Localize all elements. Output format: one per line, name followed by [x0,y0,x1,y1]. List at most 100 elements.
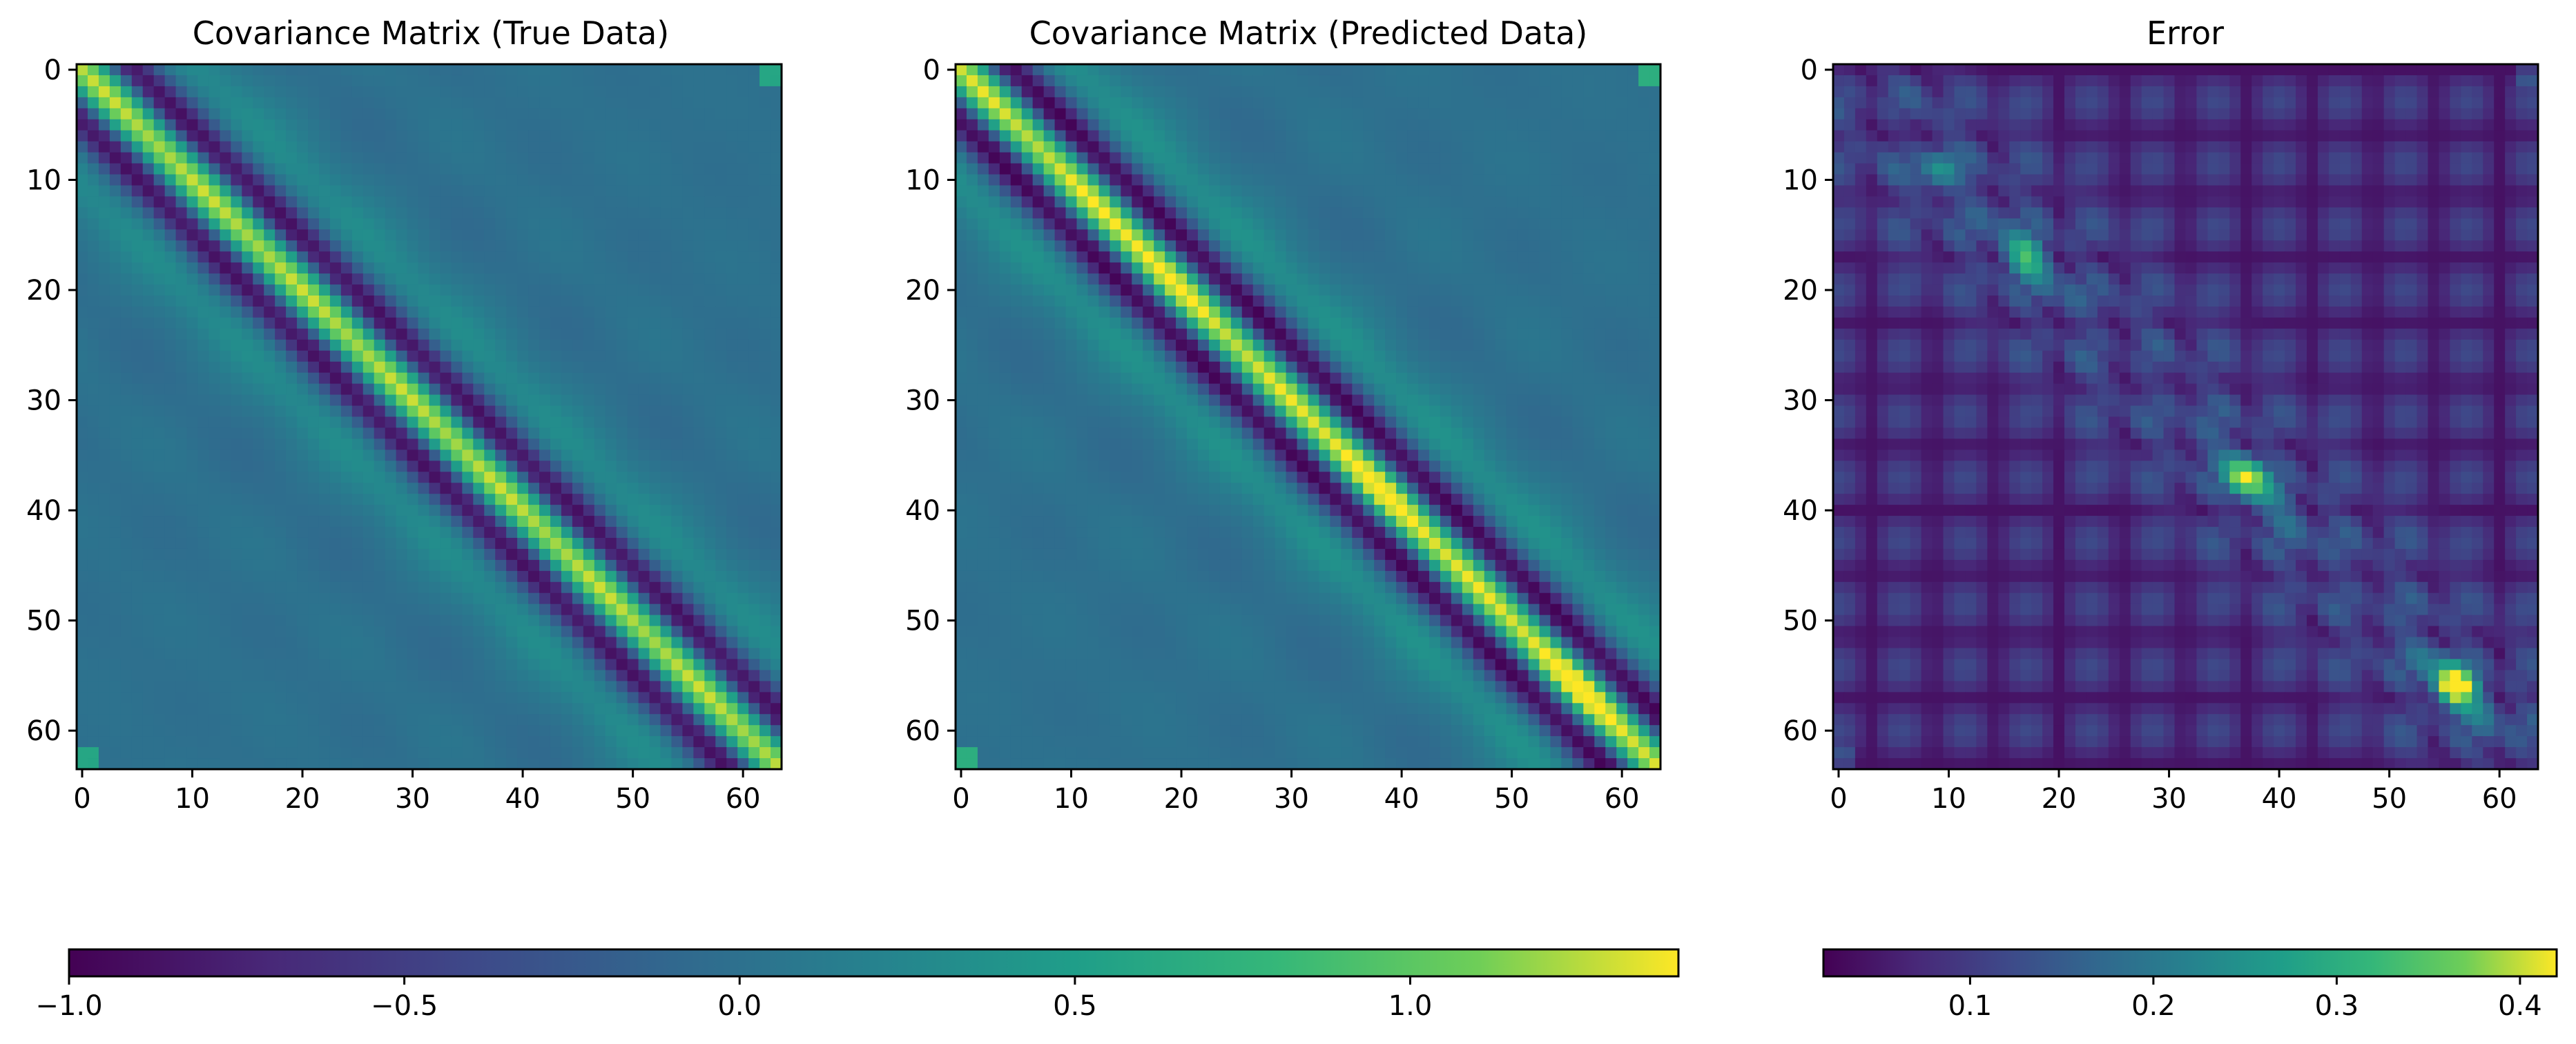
heatmap-cell [572,361,584,374]
heatmap-cell [374,306,386,318]
heatmap-cell [1638,152,1650,164]
heatmap-cell [98,703,110,715]
x-tick-label: 20 [285,783,320,815]
heatmap-cell [484,405,496,418]
heatmap-cell [374,494,386,505]
heatmap-cell [242,692,253,704]
heatmap-cell [1143,97,1154,109]
heatmap-cell [771,570,782,583]
heatmap-cell [440,163,452,175]
heatmap-cell [340,97,353,109]
heatmap-cell [627,306,639,318]
heatmap-cell [495,361,507,374]
heatmap-cell [396,350,408,362]
heatmap-cell [583,372,595,385]
heatmap-cell [318,108,331,120]
heatmap-cell [1252,152,1265,164]
heatmap-cell [473,450,485,461]
heatmap-cell [87,141,99,153]
heatmap-cell [506,97,518,109]
heatmap-cell [1143,64,1154,76]
heatmap-cell [1219,119,1232,131]
heatmap-cell [77,681,88,693]
heatmap-cell [297,317,309,329]
heatmap-cell [506,581,518,594]
heatmap-cell [616,229,628,241]
heatmap-cell [351,119,364,131]
heatmap-cell [231,296,242,307]
heatmap-cell [153,659,166,671]
heatmap-cell [605,714,617,726]
heatmap-cell [429,648,441,660]
heatmap-cell [275,626,287,638]
heatmap-cell [1462,163,1474,175]
heatmap-cell [264,97,275,109]
heatmap-cell [1263,174,1276,186]
heatmap-cell [131,692,144,704]
heatmap-cell [440,747,452,759]
heatmap-cell [329,251,342,263]
heatmap-cell [120,328,133,340]
heatmap-cell [1087,130,1099,142]
heatmap-cell [286,284,298,296]
heatmap-cell [197,394,210,407]
heatmap-cell [77,130,88,142]
heatmap-cell [1363,141,1375,153]
heatmap-cell [649,251,661,263]
heatmap-cell [275,328,287,340]
heatmap-cell [693,405,705,418]
heatmap-cell [1187,130,1199,142]
heatmap-cell [737,163,749,175]
heatmap-cell [242,229,253,241]
heatmap-cell [242,284,253,296]
heatmap-cell [682,670,694,682]
heatmap-cell [748,483,760,494]
heatmap-cell [594,570,606,583]
heatmap-cell [142,119,155,131]
heatmap-cell [340,339,353,351]
heatmap-cell [605,747,617,759]
heatmap-cell [374,461,386,472]
heatmap-cell [385,218,397,230]
heatmap-cell [473,681,485,693]
heatmap-cell [1484,64,1496,76]
heatmap-cell [242,416,253,429]
heatmap-cell [131,97,144,109]
heatmap-cell [186,251,199,263]
heatmap-cell [275,218,287,230]
heatmap-cell [407,317,419,329]
heatmap-cell [1121,185,1132,197]
heatmap-cell [164,130,177,142]
heatmap-cell [1319,141,1330,153]
heatmap-cell [98,570,110,583]
heatmap-cell [451,296,463,307]
heatmap-cell [297,185,309,197]
heatmap-cell [1054,152,1067,164]
heatmap-cell [340,185,353,197]
heatmap-cell [649,163,661,175]
heatmap-cell [109,405,122,418]
heatmap-cell [506,472,518,483]
heatmap-cell [242,273,253,285]
heatmap-cell [351,152,364,164]
heatmap-cell [220,527,231,539]
heatmap-cell [374,626,386,638]
heatmap-cell [451,714,463,726]
heatmap-cell [649,747,661,759]
heatmap-cell [1605,185,1617,197]
heatmap-cell [462,405,474,418]
heatmap-cell [671,251,684,263]
heatmap-cell [693,670,705,682]
heatmap-cell [495,152,507,164]
heatmap-cell [418,273,430,285]
heatmap-cell [517,725,529,737]
heatmap-cell [704,405,716,418]
heatmap-cell [142,64,155,76]
heatmap-cell [1429,119,1441,131]
heatmap-cell [209,736,220,748]
heatmap-cell [351,747,364,759]
heatmap-cell [418,527,430,539]
heatmap-cell [286,714,298,726]
heatmap-cell [462,570,474,583]
heatmap-cell [956,207,967,219]
